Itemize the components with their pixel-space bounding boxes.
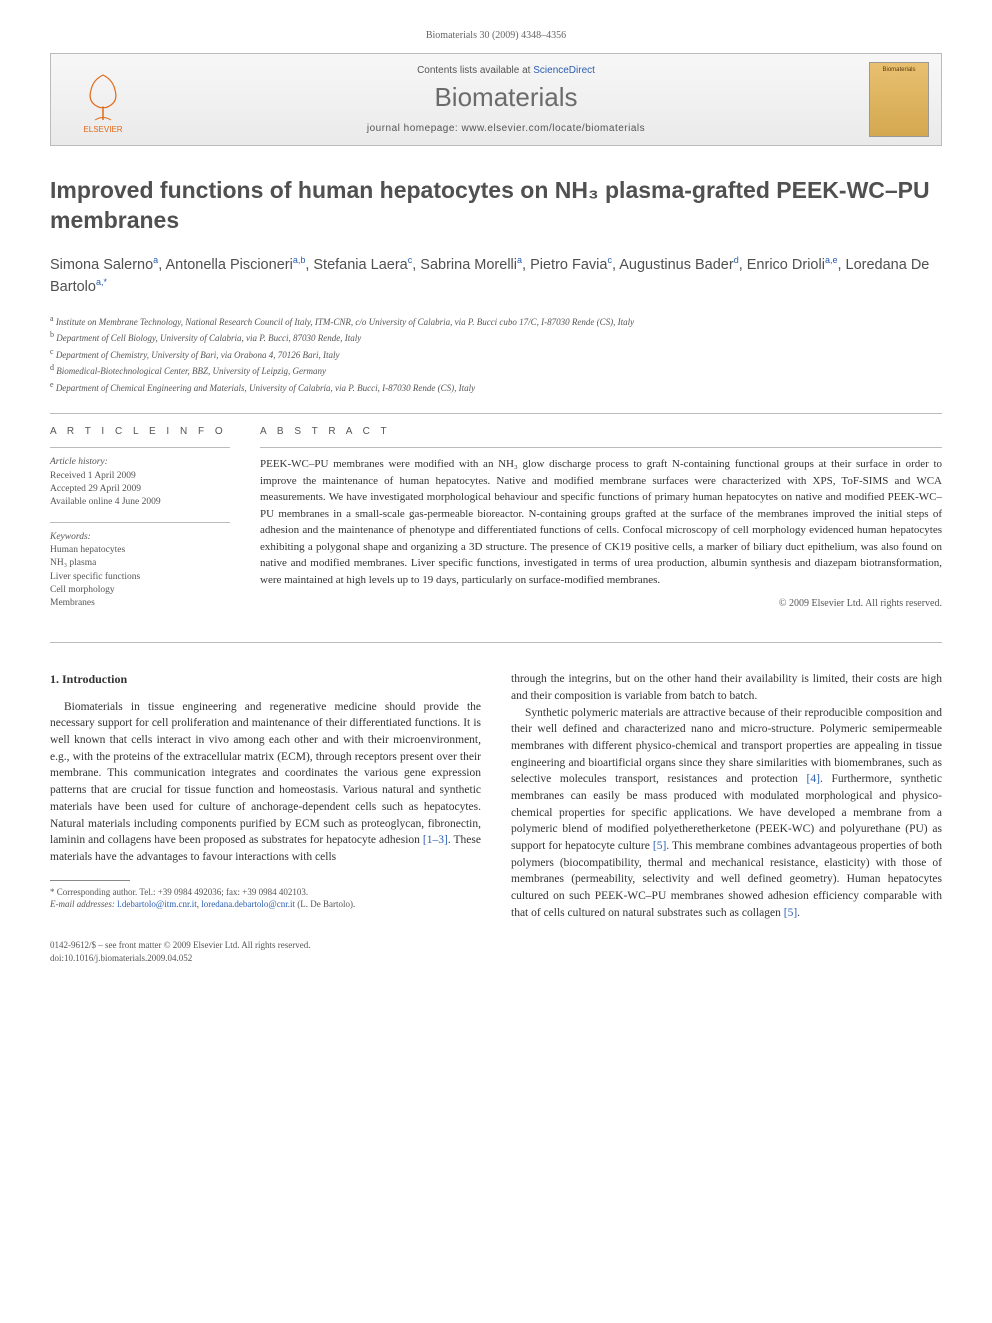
journal-cover-thumb: Biomaterials	[869, 62, 929, 137]
section-1-heading: 1. Introduction	[50, 671, 481, 688]
ref-link-5a[interactable]: [5]	[653, 840, 666, 852]
affiliation-a: a Institute on Membrane Technology, Nati…	[50, 313, 942, 330]
publisher-name: ELSEVIER	[83, 125, 122, 134]
author-8-corr: *	[103, 277, 107, 287]
rule-bottom	[50, 642, 942, 643]
email-link-1[interactable]: l.debartolo@itm.cnr.it	[117, 899, 197, 909]
homepage-url: www.elsevier.com/locate/biomaterials	[462, 123, 646, 134]
body-column-right: through the integrins, but on the other …	[511, 671, 942, 921]
contents-prefix: Contents lists available at	[417, 65, 533, 76]
info-rule-2	[50, 522, 230, 523]
journal-name: Biomaterials	[143, 82, 869, 113]
abstract-text: PEEK-WC–PU membranes were modified with …	[260, 456, 942, 588]
intro-paragraph-2: Synthetic polymeric materials are attrac…	[511, 705, 942, 922]
email-link-2[interactable]: loredana.debartolo@cnr.it	[201, 899, 295, 909]
history-label: Article history:	[50, 456, 230, 469]
corresponding-author-note: * Corresponding author. Tel.: +39 0984 4…	[50, 886, 481, 899]
keyword-2: NH₃ plasma	[50, 557, 230, 570]
footer-line-1: 0142-9612/$ – see front matter © 2009 El…	[50, 939, 942, 952]
history-accepted: Accepted 29 April 2009	[50, 483, 230, 496]
email-label: E-mail addresses:	[50, 899, 115, 909]
journal-banner: ELSEVIER Contents lists available at Sci…	[50, 53, 942, 146]
author-7-aff: a,e	[825, 255, 838, 265]
intro-paragraph-1-cont: through the integrins, but on the other …	[511, 671, 942, 704]
ref-link-4[interactable]: [4]	[807, 773, 820, 785]
author-1-aff: a	[153, 255, 158, 265]
footnote-separator	[50, 880, 130, 881]
author-2: Antonella Piscioneri	[165, 257, 292, 273]
affiliation-b: b Department of Cell Biology, University…	[50, 329, 942, 346]
affiliation-e: e Department of Chemical Engineering and…	[50, 379, 942, 396]
footnotes: * Corresponding author. Tel.: +39 0984 4…	[50, 886, 481, 911]
homepage-line: journal homepage: www.elsevier.com/locat…	[143, 123, 869, 134]
affiliation-d: d Biomedical-Biotechnological Center, BB…	[50, 362, 942, 379]
abstract-rule	[260, 447, 942, 448]
cover-label: Biomaterials	[882, 67, 915, 73]
sciencedirect-link[interactable]: ScienceDirect	[533, 65, 595, 76]
elsevier-tree-icon: ELSEVIER	[73, 65, 133, 135]
author-5: Pietro Favia	[530, 257, 607, 273]
email-line: E-mail addresses: l.debartolo@itm.cnr.it…	[50, 898, 481, 911]
footer-meta: 0142-9612/$ – see front matter © 2009 El…	[50, 939, 942, 964]
ref-link-5b[interactable]: [5]	[784, 907, 797, 919]
author-2-aff: a,b	[293, 255, 306, 265]
author-5-aff: c	[607, 255, 612, 265]
body-column-left: 1. Introduction Biomaterials in tissue e…	[50, 671, 481, 921]
article-history: Article history: Received 1 April 2009 A…	[50, 456, 230, 509]
keyword-4: Cell morphology	[50, 584, 230, 597]
article-title: Improved functions of human hepatocytes …	[50, 176, 942, 236]
ref-link-1-3[interactable]: [1–3]	[423, 834, 448, 846]
affiliations: a Institute on Membrane Technology, Nati…	[50, 313, 942, 396]
abstract-heading: A B S T R A C T	[260, 426, 942, 437]
author-7: Enrico Drioli	[747, 257, 825, 273]
banner-center: Contents lists available at ScienceDirec…	[143, 65, 869, 134]
abstract-column: A B S T R A C T PEEK-WC–PU membranes wer…	[260, 426, 942, 622]
affiliation-c: c Department of Chemistry, University of…	[50, 346, 942, 363]
author-3-aff: c	[408, 255, 413, 265]
info-rule-1	[50, 447, 230, 448]
author-4: Sabrina Morelli	[420, 257, 517, 273]
author-6-aff: d	[734, 255, 739, 265]
abstract-copyright: © 2009 Elsevier Ltd. All rights reserved…	[260, 598, 942, 609]
contents-line: Contents lists available at ScienceDirec…	[143, 65, 869, 76]
author-4-aff: a	[517, 255, 522, 265]
article-info-heading: A R T I C L E I N F O	[50, 426, 230, 437]
body-two-column: 1. Introduction Biomaterials in tissue e…	[50, 671, 942, 921]
author-list: Simona Salernoa, Antonella Piscioneria,b…	[50, 254, 942, 299]
running-head: Biomaterials 30 (2009) 4348–4356	[50, 30, 942, 41]
info-abstract-row: A R T I C L E I N F O Article history: R…	[50, 426, 942, 622]
keyword-3: Liver specific functions	[50, 571, 230, 584]
keywords-block: Keywords: Human hepatocytes NH₃ plasma L…	[50, 531, 230, 611]
keyword-5: Membranes	[50, 597, 230, 610]
homepage-prefix: journal homepage:	[367, 123, 462, 134]
intro-paragraph-1: Biomaterials in tissue engineering and r…	[50, 699, 481, 866]
keywords-label: Keywords:	[50, 531, 230, 544]
keyword-1: Human hepatocytes	[50, 544, 230, 557]
history-online: Available online 4 June 2009	[50, 496, 230, 509]
author-3: Stefania Laera	[313, 257, 407, 273]
author-1: Simona Salerno	[50, 257, 153, 273]
history-received: Received 1 April 2009	[50, 470, 230, 483]
article-info-column: A R T I C L E I N F O Article history: R…	[50, 426, 230, 622]
author-6: Augustinus Bader	[619, 257, 733, 273]
publisher-logo-box: ELSEVIER	[63, 65, 143, 135]
rule-top	[50, 413, 942, 414]
email-tail: (L. De Bartolo).	[297, 899, 355, 909]
footer-line-2: doi:10.1016/j.biomaterials.2009.04.052	[50, 952, 942, 965]
